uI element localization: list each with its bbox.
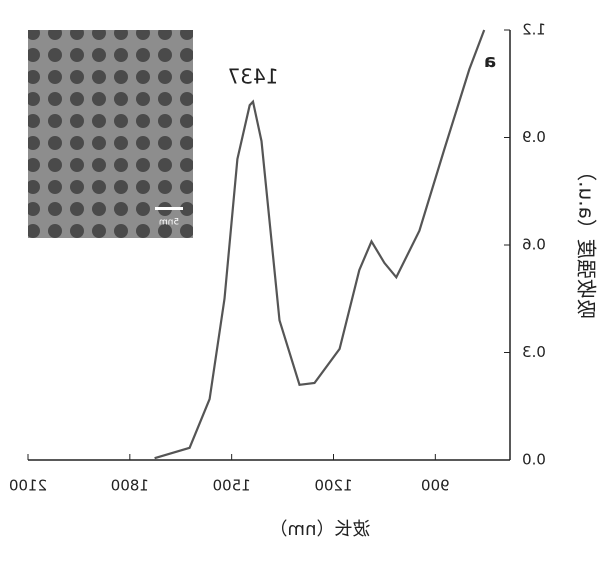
x-tick-label: 1500	[213, 477, 251, 495]
y-axis-label: 吸收强度（a.u.）	[575, 161, 599, 319]
panel-label: a	[484, 51, 496, 72]
x-axis-label: 波长（nm）	[270, 519, 371, 540]
x-tick-label: 1200	[314, 477, 352, 495]
y-tick-label: 1.2	[522, 21, 546, 39]
inset-scale-label: 5nm	[159, 218, 179, 228]
y-tick-label: 0.9	[522, 128, 546, 146]
y-tick-label: 0.6	[522, 236, 546, 254]
spectrum-line	[154, 29, 486, 460]
inset-image	[28, 30, 193, 238]
y-tick-label: 0.0	[522, 451, 546, 469]
x-tick-label: 900	[421, 477, 450, 495]
x-tick-label: 1800	[111, 477, 149, 495]
y-tick-label: 0.3	[522, 343, 546, 361]
x-tick-label: 2100	[9, 477, 47, 495]
peak-label: 1437	[228, 65, 279, 89]
